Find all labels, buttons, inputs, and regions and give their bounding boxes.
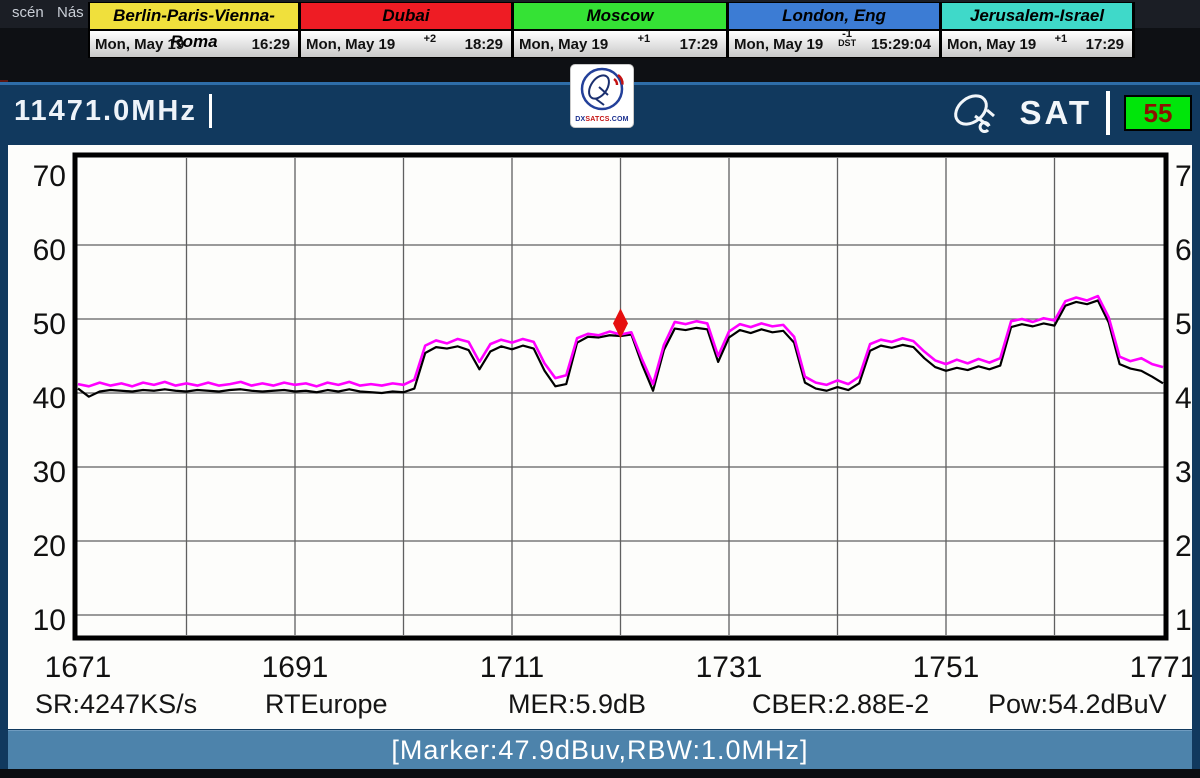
clock-city-label: Moscow — [514, 3, 726, 31]
menu-item-scen[interactable]: scén — [12, 4, 44, 21]
frequency-value: 11471.0MHz — [14, 94, 197, 127]
clock-date: Mon, May 19 — [734, 35, 824, 53]
clock-city-label: Berlin-Paris-Vienna-Roma — [90, 3, 298, 51]
logo-text: DXSATCS.COM — [575, 116, 629, 123]
symbol-rate-readout: SR:4247KS/s — [35, 689, 198, 719]
clock-utc-offset: +2 — [423, 32, 437, 45]
clock-time-row: Mon, May 19 +1 17:29 — [514, 31, 726, 57]
mer-readout: MER:5.9dB — [508, 689, 647, 719]
clock-city-label: London, Eng — [729, 3, 939, 31]
svg-text:30: 30 — [1175, 456, 1192, 489]
clock-time-row: Mon, May 19 16:29 — [90, 31, 298, 57]
svg-text:50: 50 — [33, 308, 66, 341]
panel-header: 11471.0MHz SAT 55 — [0, 85, 1200, 142]
clock-date: Mon, May 19 — [519, 35, 609, 53]
chart-region: 10 10 20 20 30 30 40 40 50 50 60 60 70 70 1671 1691 1711… — [8, 145, 1200, 729]
svg-text:10: 10 — [33, 604, 66, 637]
clock-utc-offset: +1 — [637, 32, 651, 45]
clock-city-label: Jerusalem-Israel — [942, 3, 1132, 31]
spectrum-chart[interactable]: 10 10 20 20 30 30 40 40 50 50 60 60 70 70 1671 1691 1711… — [8, 145, 1200, 685]
bottom-strip — [0, 769, 1200, 778]
clock-date: Mon, May 19 — [95, 35, 185, 53]
clock-cell-dubai: Dubai Mon, May 19 +2 18:29 — [300, 3, 513, 57]
clock-time-value: 16:29 — [251, 35, 290, 53]
svg-text:20: 20 — [1175, 530, 1192, 563]
frequency-field[interactable]: 11471.0MHz — [14, 94, 212, 128]
svg-text:1731: 1731 — [696, 651, 763, 684]
info-row: SR:4247KS/s RTEurope MER:5.9dB CBER:2.88… — [8, 683, 1192, 729]
dxsatcs-logo: DXSATCS.COM — [570, 64, 634, 128]
svg-text:1671: 1671 — [45, 651, 112, 684]
clock-time-value: 18:29 — [464, 35, 503, 53]
clock-time-value: 15:29:04 — [870, 35, 931, 53]
logo-dish-icon — [580, 67, 624, 111]
svg-text:40: 40 — [33, 382, 66, 415]
svg-text:60: 60 — [1175, 234, 1192, 267]
clock-cell-jerusalem: Jerusalem-Israel Mon, May 19 +1 17:29 — [941, 3, 1134, 57]
clock-date: Mon, May 19 — [306, 35, 396, 53]
clock-cell-berlin: Berlin-Paris-Vienna-Roma Mon, May 19 16:… — [89, 3, 300, 57]
svg-text:30: 30 — [33, 456, 66, 489]
clock-utc-offset: -1 DST — [838, 28, 857, 48]
svg-text:70: 70 — [33, 160, 66, 193]
svg-text:10: 10 — [1175, 604, 1192, 637]
clock-date: Mon, May 19 — [947, 35, 1037, 53]
cber-readout: CBER:2.88E-2 — [752, 689, 930, 719]
svg-text:50: 50 — [1175, 308, 1192, 341]
sat-label: SAT — [1019, 94, 1092, 131]
clock-cell-moscow: Moscow Mon, May 19 +1 17:29 — [513, 3, 728, 57]
clock-time-value: 17:29 — [1085, 35, 1124, 53]
svg-text:1711: 1711 — [480, 651, 545, 684]
channel-name-readout: RTEurope — [265, 689, 388, 719]
world-clock-table: Berlin-Paris-Vienna-Roma Mon, May 19 16:… — [88, 2, 1135, 58]
analyzer-panel: 11471.0MHz SAT 55 10 10 20 20 30 30 40 40 50 50 60… — [0, 82, 1200, 778]
separator-bar — [1106, 91, 1110, 135]
marker-readout: [Marker:47.9dBuv,RBW:1.0MHz] — [391, 735, 809, 765]
svg-text:60: 60 — [33, 234, 66, 267]
svg-text:40: 40 — [1175, 382, 1192, 415]
menu-item-nas[interactable]: Nás — [57, 4, 84, 21]
svg-text:70: 70 — [1175, 160, 1192, 193]
svg-text:1691: 1691 — [262, 651, 329, 684]
clock-time-row: Mon, May 19 -1 DST 15:29:04 — [729, 28, 939, 57]
clock-city-label: Dubai — [301, 3, 511, 31]
signal-strength-box: 55 — [1124, 95, 1192, 131]
clock-cell-london: London, Eng Mon, May 19 -1 DST 15:29:04 — [728, 3, 941, 57]
svg-text:20: 20 — [33, 530, 66, 563]
satellite-dish-icon — [954, 94, 996, 134]
clock-utc-offset: +1 — [1054, 32, 1068, 45]
text-cursor — [208, 94, 212, 128]
svg-text:1751: 1751 — [913, 651, 980, 684]
power-readout: Pow:54.2dBuV — [988, 689, 1167, 719]
clock-time-value: 17:29 — [679, 35, 718, 53]
sat-indicator: SAT 55 — [949, 89, 1192, 137]
clock-time-row: Mon, May 19 +2 18:29 — [301, 31, 511, 57]
marker-bar: [Marker:47.9dBuv,RBW:1.0MHz] — [8, 730, 1192, 770]
svg-text:1771: 1771 — [1130, 651, 1192, 684]
clock-time-row: Mon, May 19 +1 17:29 — [942, 31, 1132, 57]
